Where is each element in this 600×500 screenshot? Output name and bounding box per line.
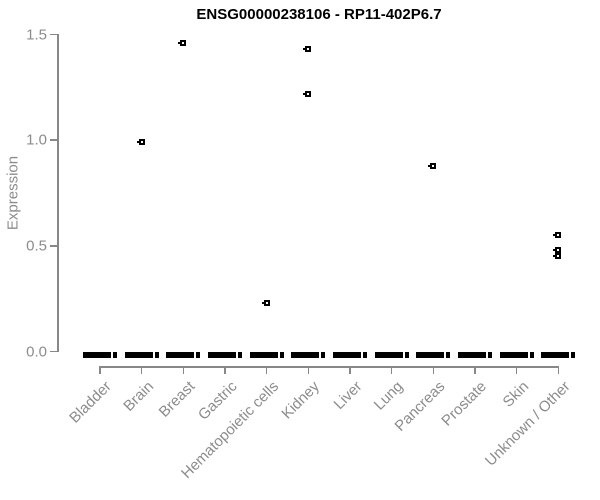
data-point bbox=[178, 39, 187, 46]
point-dash bbox=[553, 255, 556, 258]
x-tick-label: Bladder bbox=[66, 378, 116, 427]
x-axis bbox=[99, 366, 559, 368]
cluster-notch bbox=[319, 352, 322, 358]
zero-expression-cluster bbox=[499, 352, 534, 358]
chart-title: ENSG00000238106 - RP11-402P6.7 bbox=[196, 6, 442, 23]
cluster-notch bbox=[277, 352, 280, 358]
x-tick-label: Breast bbox=[155, 378, 199, 421]
y-tick bbox=[50, 139, 57, 141]
zero-expression-cluster bbox=[333, 352, 368, 358]
point-square bbox=[138, 139, 145, 146]
cluster-notch bbox=[194, 352, 197, 358]
y-tick bbox=[50, 350, 57, 353]
x-tick bbox=[307, 366, 310, 374]
point-dash bbox=[178, 41, 181, 44]
data-point bbox=[303, 90, 312, 97]
point-dash bbox=[303, 92, 306, 95]
point-dash bbox=[553, 234, 556, 237]
x-tick-label: Liver bbox=[330, 378, 366, 414]
y-tick-label: 1.5 bbox=[26, 26, 47, 43]
x-tick bbox=[349, 366, 351, 374]
x-tick bbox=[474, 366, 476, 374]
data-point bbox=[553, 232, 562, 239]
point-dash bbox=[136, 141, 139, 144]
x-tick-label: Skin bbox=[499, 378, 532, 411]
x-tick bbox=[515, 366, 518, 374]
y-tick bbox=[50, 245, 57, 247]
x-tick bbox=[390, 366, 393, 374]
y-tick-label: 1.0 bbox=[26, 131, 47, 149]
zero-expression-cluster bbox=[208, 352, 242, 358]
x-tick bbox=[99, 366, 101, 374]
zero-expression-cluster bbox=[416, 352, 451, 358]
cluster-notch bbox=[402, 352, 405, 358]
cluster-notch bbox=[486, 352, 489, 358]
point-dash bbox=[428, 164, 431, 167]
zero-expression-cluster bbox=[83, 352, 117, 358]
x-tick bbox=[182, 366, 185, 374]
x-tick bbox=[140, 366, 143, 374]
data-point bbox=[303, 46, 312, 53]
zero-expression-cluster bbox=[291, 352, 326, 358]
cluster-notch bbox=[236, 352, 238, 358]
point-square bbox=[555, 247, 562, 254]
point-square bbox=[263, 299, 270, 306]
data-point bbox=[553, 247, 562, 254]
x-tick-label: Lung bbox=[371, 378, 407, 414]
data-point bbox=[136, 139, 145, 146]
x-tick bbox=[557, 366, 560, 374]
cluster-notch bbox=[361, 352, 364, 358]
point-square bbox=[555, 232, 562, 239]
y-axis-label: Expression bbox=[4, 155, 22, 231]
zero-expression-cluster bbox=[374, 352, 409, 358]
x-tick bbox=[432, 366, 435, 374]
y-tick-label: 0.0 bbox=[26, 343, 47, 360]
y-axis bbox=[57, 34, 59, 352]
zero-expression-cluster bbox=[458, 352, 493, 358]
data-point bbox=[428, 162, 437, 169]
x-tick-label: Brain bbox=[119, 378, 157, 415]
data-point bbox=[261, 299, 270, 306]
point-square bbox=[430, 162, 437, 169]
point-dash bbox=[553, 249, 556, 252]
zero-expression-cluster bbox=[124, 352, 159, 358]
point-square bbox=[305, 90, 312, 97]
point-dash bbox=[303, 48, 306, 51]
x-tick bbox=[224, 366, 226, 374]
x-tick-label: Prostate bbox=[438, 378, 491, 430]
point-square bbox=[305, 46, 312, 53]
y-tick-label: 0.5 bbox=[26, 237, 47, 255]
cluster-notch bbox=[569, 352, 572, 358]
x-tick-label: Kidney bbox=[278, 378, 324, 423]
zero-expression-cluster bbox=[166, 352, 201, 358]
x-tick bbox=[265, 366, 268, 374]
cluster-notch bbox=[111, 352, 113, 358]
cluster-notch bbox=[527, 352, 530, 358]
data-point bbox=[553, 253, 562, 260]
point-dash bbox=[261, 301, 264, 304]
zero-expression-cluster bbox=[249, 352, 284, 358]
cluster-notch bbox=[152, 352, 155, 358]
y-tick bbox=[50, 33, 57, 36]
cluster-notch bbox=[444, 352, 447, 358]
point-square bbox=[555, 253, 562, 260]
zero-expression-cluster bbox=[541, 352, 576, 358]
point-square bbox=[180, 39, 187, 46]
